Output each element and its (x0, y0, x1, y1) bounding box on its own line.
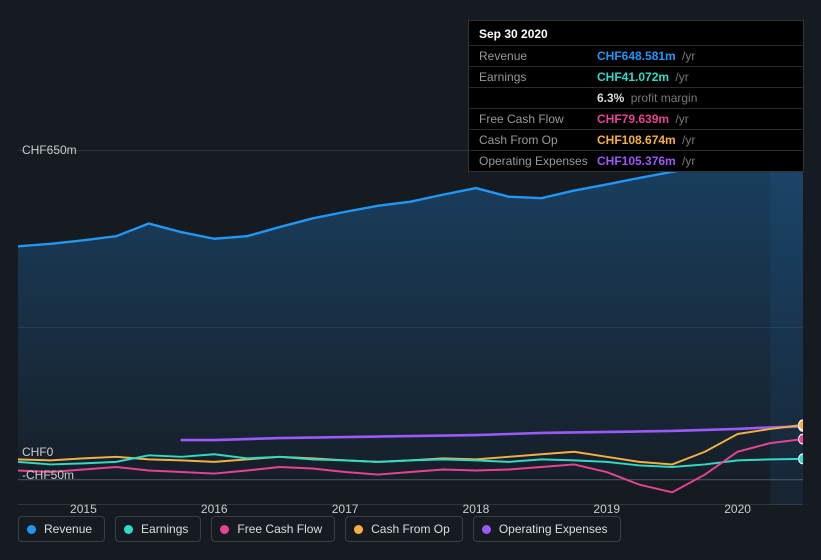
tooltip-date: Sep 30 2020 (469, 21, 803, 45)
chart-svg (18, 150, 803, 505)
x-axis-tick: 2017 (332, 502, 359, 516)
tooltip-label: Cash From Op (479, 133, 597, 147)
x-axis-tick: 2019 (593, 502, 620, 516)
legend-item-cash_op[interactable]: Cash From Op (345, 516, 463, 542)
tooltip-label (479, 91, 597, 105)
x-axis-tick: 2015 (70, 502, 97, 516)
tooltip-value: CHF41.072m /yr (597, 70, 689, 84)
legend-label: Free Cash Flow (237, 522, 322, 536)
legend-dot-icon (220, 525, 229, 534)
legend-label: Operating Expenses (499, 522, 608, 536)
chart-area[interactable] (18, 150, 803, 505)
tooltip-row: RevenueCHF648.581m /yr (469, 45, 803, 66)
tooltip-value: CHF105.376m /yr (597, 154, 695, 168)
tooltip-row: EarningsCHF41.072m /yr (469, 66, 803, 87)
tooltip-label: Free Cash Flow (479, 112, 597, 126)
legend-label: Cash From Op (371, 522, 450, 536)
legend-item-earnings[interactable]: Earnings (115, 516, 201, 542)
tooltip-rows: RevenueCHF648.581m /yrEarningsCHF41.072m… (469, 45, 803, 171)
x-axis-tick: 2018 (463, 502, 490, 516)
tooltip-value: 6.3% profit margin (597, 91, 697, 105)
legend-label: Revenue (44, 522, 92, 536)
tooltip-row: Cash From OpCHF108.674m /yr (469, 129, 803, 150)
legend-item-op_exp[interactable]: Operating Expenses (473, 516, 621, 542)
tooltip-value: CHF79.639m /yr (597, 112, 689, 126)
y-axis-tick: CHF650m (22, 143, 77, 157)
legend: Revenue Earnings Free Cash Flow Cash From O… (18, 516, 621, 542)
y-axis-tick: -CHF50m (22, 468, 74, 482)
legend-dot-icon (124, 525, 133, 534)
tooltip-label: Revenue (479, 49, 597, 63)
legend-item-fcf[interactable]: Free Cash Flow (211, 516, 335, 542)
tooltip-row: Operating ExpensesCHF105.376m /yr (469, 150, 803, 171)
tooltip-label: Operating Expenses (479, 154, 597, 168)
legend-dot-icon (354, 525, 363, 534)
tooltip-row: 6.3% profit margin (469, 87, 803, 108)
legend-dot-icon (27, 525, 36, 534)
tooltip-value: CHF108.674m /yr (597, 133, 695, 147)
chart-tooltip: Sep 30 2020 RevenueCHF648.581m /yrEarnin… (468, 20, 804, 172)
y-axis-tick: CHF0 (22, 445, 53, 459)
tooltip-row: Free Cash FlowCHF79.639m /yr (469, 108, 803, 129)
legend-item-revenue[interactable]: Revenue (18, 516, 105, 542)
legend-dot-icon (482, 525, 491, 534)
x-axis-tick: 2020 (724, 502, 751, 516)
legend-label: Earnings (141, 522, 188, 536)
tooltip-value: CHF648.581m /yr (597, 49, 695, 63)
tooltip-label: Earnings (479, 70, 597, 84)
x-axis-tick: 2016 (201, 502, 228, 516)
